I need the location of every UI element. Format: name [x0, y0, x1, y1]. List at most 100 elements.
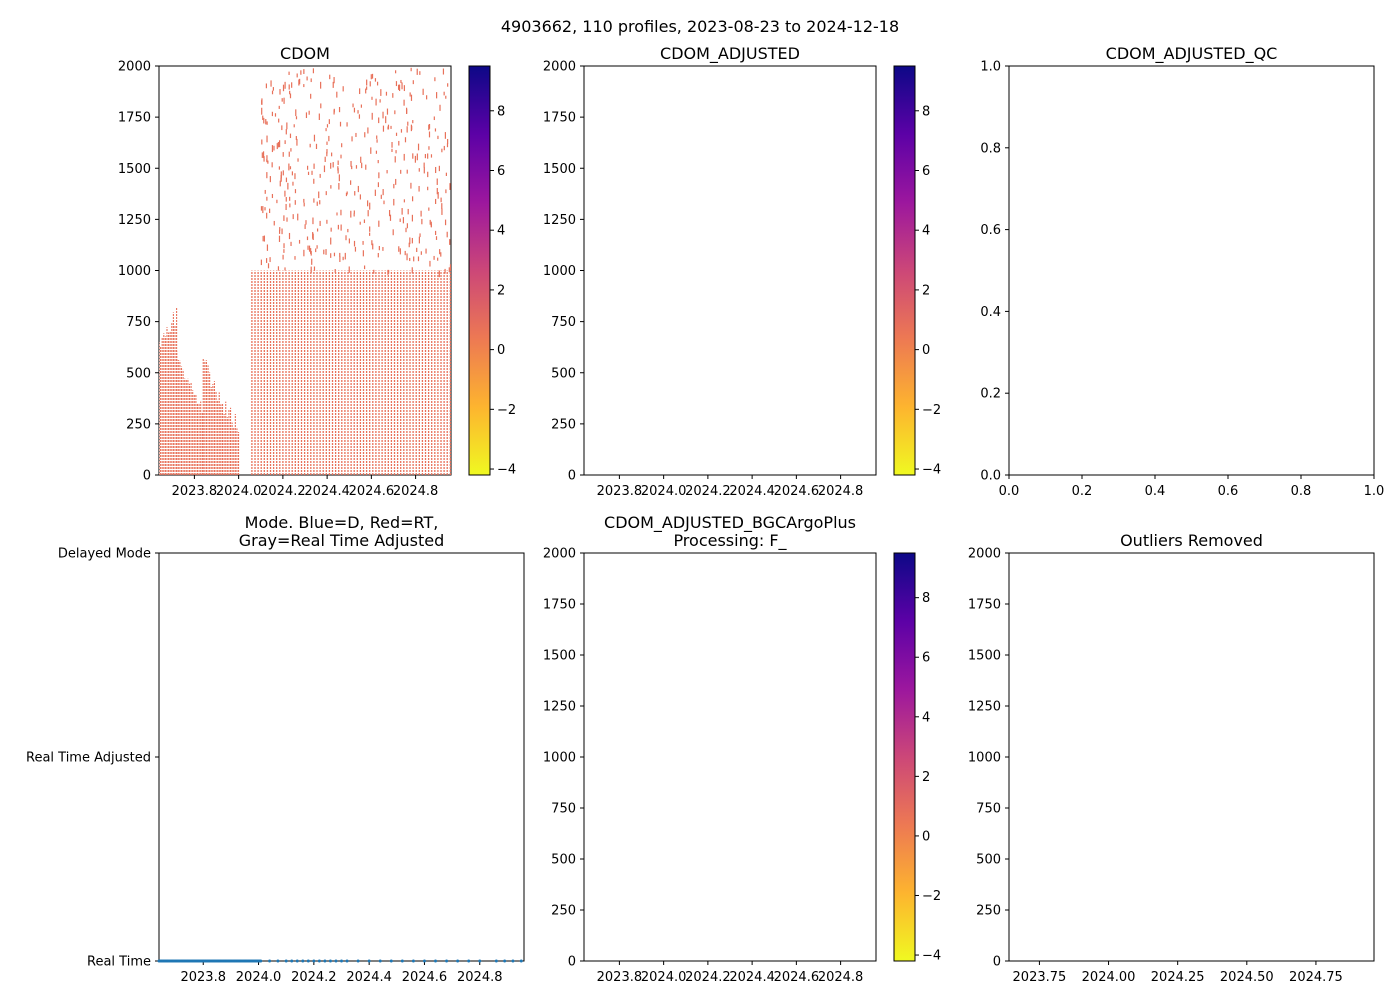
- cdom-deep-sample: [357, 185, 359, 193]
- cdom-deep-sample: [299, 78, 301, 85]
- cdom-deep-sample: [323, 249, 325, 255]
- cdom-deep-sample: [289, 90, 291, 95]
- colorbar-tick-label: 2: [922, 770, 930, 785]
- cdom-deep-sample: [278, 118, 280, 123]
- cdom-deep-sample: [318, 191, 320, 199]
- x-tick-label: 0.4: [1145, 484, 1166, 499]
- cdom-deep-sample: [357, 110, 359, 114]
- y-tick-label: 0.8: [980, 141, 1001, 156]
- cdom-deep-sample: [285, 177, 288, 183]
- cdom-deep-sample: [427, 171, 429, 178]
- cdom-deep-sample: [288, 232, 291, 240]
- y-tick-label: 750: [551, 802, 576, 817]
- cdom-deep-sample: [330, 237, 332, 245]
- colorbar-tick-label: 4: [497, 224, 505, 239]
- cdom-deep-sample: [260, 206, 263, 211]
- cdom-deep-sample: [422, 88, 424, 95]
- x-tick-label: 2023.75: [1013, 970, 1067, 985]
- cdom-deep-sample: [295, 136, 297, 140]
- x-tick-label: 2024.8: [818, 484, 864, 499]
- cdom-deep-sample: [306, 165, 309, 170]
- cdom-deep-sample: [391, 148, 393, 153]
- cdom-deep-sample: [375, 150, 378, 154]
- x-tick-label: 2023.8: [597, 484, 643, 499]
- x-tick-label: 2023.8: [597, 970, 643, 985]
- cdom-deep-sample: [316, 245, 318, 249]
- cdom-deep-sample: [282, 170, 284, 176]
- cdom-deep-sample: [290, 148, 292, 152]
- cdom-deep-sample: [293, 124, 295, 128]
- y-tick-label: 1500: [968, 649, 1001, 664]
- cdom-deep-sample: [260, 259, 262, 266]
- mode-point: [345, 959, 349, 963]
- cdom-deep-sample: [416, 153, 418, 161]
- cdom-deep-sample: [405, 227, 407, 233]
- cdom-deep-sample: [338, 182, 340, 190]
- cdom-deep-sample: [282, 84, 285, 92]
- cdom-deep-sample: [319, 220, 321, 226]
- cdom-deep-sample: [303, 198, 305, 203]
- x-tick-label: 2024.50: [1220, 970, 1274, 985]
- y-tick-label: 0.6: [980, 223, 1001, 238]
- cdom-deep-sample: [338, 106, 341, 113]
- cdom-deep-sample: [369, 232, 371, 236]
- cdom-deep-sample: [435, 198, 437, 205]
- cdom-deep-sample: [387, 269, 389, 275]
- cdom-deep-sample: [344, 252, 346, 260]
- cdom-deep-sample: [318, 113, 320, 120]
- cdom-deep-sample: [281, 125, 283, 131]
- cdom-deep-sample: [325, 191, 327, 196]
- cdom-deep-sample: [407, 208, 409, 215]
- cdom-deep-sample: [333, 109, 335, 115]
- cdom-deep-sample: [429, 219, 431, 225]
- x-tick-label: 2024.2: [685, 484, 731, 499]
- cdom-deep-sample: [276, 199, 278, 204]
- colorbar-tick-label: 8: [922, 591, 930, 606]
- cdom-deep-sample: [435, 236, 438, 240]
- cdom-deep-sample: [326, 151, 328, 157]
- mode-point: [478, 959, 482, 963]
- cdom-deep-sample: [418, 185, 420, 192]
- x-tick-label: 2024.2: [260, 484, 306, 499]
- cdom-deep-sample: [444, 268, 446, 274]
- cdom-deep-sample: [304, 224, 306, 229]
- cdom-deep-sample: [261, 152, 263, 158]
- cdom-deep-sample: [410, 182, 412, 189]
- cdom-deep-sample: [441, 208, 443, 215]
- cdom-deep-sample: [296, 73, 298, 78]
- cdom-deep-sample: [438, 270, 440, 278]
- panel-cdom-adjusted-qc: 0.0 0.2 0.4 0.6 0.8 1.0 0.0 0.2 0.4 0.6 0.8 1.0 CDOM…: [980, 44, 1384, 499]
- cdom-deep-sample: [353, 213, 355, 217]
- cdom-deep-sample: [346, 122, 348, 127]
- cdom-deep-sample: [346, 191, 348, 195]
- cdom-deep-sample: [350, 180, 352, 185]
- cdom-deep-sample: [266, 196, 268, 201]
- cdom-deep-sample: [330, 185, 332, 189]
- mode-point: [503, 959, 507, 963]
- cdom-deep-sample: [292, 214, 294, 220]
- cdom-deep-sample: [365, 88, 367, 94]
- y-tick-label: 250: [126, 417, 151, 432]
- colorbar-tick-label: 4: [922, 224, 930, 239]
- mode-point: [422, 959, 426, 963]
- cdom-deep-sample: [279, 89, 281, 95]
- cdom-deep-sample: [312, 232, 314, 239]
- cdom-deep-sample: [326, 149, 328, 154]
- cdom-deep-sample: [437, 191, 439, 199]
- x-tick-label: 2024.6: [774, 484, 820, 499]
- cdom-deep-sample: [358, 114, 361, 119]
- cdom-deep-sample: [377, 159, 379, 164]
- cdom-deep-sample: [339, 256, 341, 262]
- cdom-deep-sample: [426, 95, 428, 100]
- colorbar-tick-label: 6: [922, 164, 930, 179]
- cdom-deep-sample: [338, 174, 340, 182]
- cdom-deep-sample: [378, 245, 380, 251]
- cdom-deep-sample: [376, 139, 378, 143]
- cdom-deep-sample: [278, 166, 280, 170]
- cdom-deep-sample: [446, 143, 449, 148]
- cdom-deep-sample: [401, 82, 403, 90]
- cdom-deep-sample: [355, 132, 357, 137]
- cdom-deep-sample: [370, 74, 372, 80]
- cdom-deep-sample: [334, 269, 336, 273]
- cdom-deep-sample: [359, 88, 361, 95]
